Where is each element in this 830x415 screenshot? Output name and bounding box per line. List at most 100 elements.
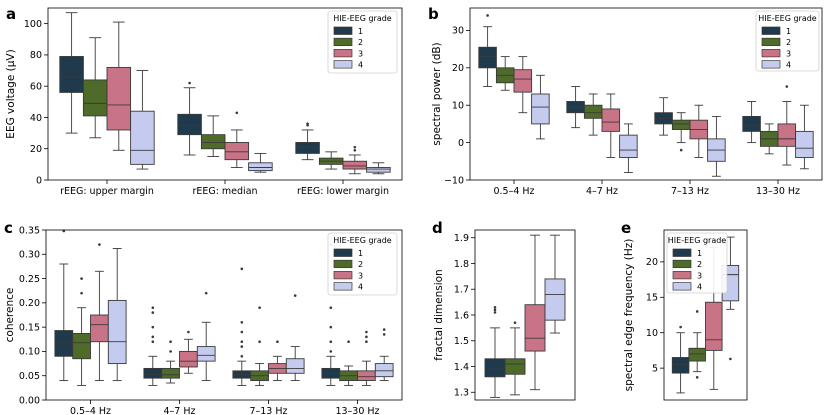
y-tick-label: 0.00 — [19, 395, 40, 406]
outlier-point — [98, 243, 101, 246]
legend-swatch-1 — [672, 248, 692, 257]
x-tick-label: rEEG: median — [192, 186, 257, 197]
outlier-point — [293, 294, 297, 297]
iqr-box — [357, 370, 376, 382]
outlier-point — [240, 267, 244, 271]
box-a-cat2-grade3 — [342, 145, 368, 175]
y-tick-label: 0 — [36, 175, 42, 186]
axes-frame — [469, 7, 823, 181]
y-axis-title: fractal dimension — [433, 269, 445, 360]
iqr-box — [777, 123, 797, 147]
y-tick-label: −10 — [444, 175, 464, 186]
axes-frame — [47, 7, 403, 181]
panel-letter-d: d — [432, 219, 443, 237]
box-a-cat2-grade2 — [318, 151, 344, 170]
y-tick-label: 0.25 — [19, 274, 40, 285]
outlier-point — [695, 376, 699, 379]
outlier-point — [258, 306, 261, 310]
box-b-cat0-grade4 — [531, 74, 550, 140]
legend-label-3: 3 — [358, 49, 363, 58]
box-b-cat3-grade3 — [777, 85, 797, 166]
outlier-point — [329, 340, 333, 344]
outlier-point — [493, 305, 497, 309]
box-a-cat0-grade3 — [106, 21, 132, 151]
box-d-cat0-grade2 — [504, 321, 526, 396]
box-a-cat0-grade2 — [82, 37, 108, 139]
outlier-point — [329, 350, 333, 353]
y-tick-label: 1.3 — [454, 388, 469, 399]
legend-label-1: 1 — [358, 249, 363, 258]
box-e-cat0-grade2 — [688, 310, 706, 379]
legend-label-3: 3 — [697, 271, 702, 280]
axes-frame — [663, 229, 748, 401]
box-c-cat1-grade1 — [143, 306, 163, 386]
iqr-box — [742, 115, 761, 132]
outlier-point — [240, 330, 244, 334]
y-tick-label: 20 — [30, 144, 42, 155]
outlier-point — [347, 340, 350, 344]
y-axis-title: spectral power (dB) — [431, 42, 443, 145]
box-c-cat0-grade1 — [54, 229, 74, 382]
outlier-point — [187, 330, 190, 334]
box-c-cat1-grade3 — [179, 330, 198, 374]
outlier-point — [169, 340, 172, 344]
y-tick-label: 0.35 — [19, 225, 40, 236]
box-b-cat1-grade4 — [619, 123, 638, 173]
box-b-cat2-grade3 — [689, 104, 709, 159]
y-tick-label: 1.4 — [454, 362, 469, 373]
x-tick-label: rEEG: lower margin — [297, 186, 389, 197]
outlier-point — [240, 340, 244, 344]
iqr-box — [671, 119, 691, 130]
box-a-cat1-grade4 — [248, 152, 273, 173]
iqr-box — [524, 304, 546, 352]
box-c-cat3-grade2 — [339, 340, 358, 386]
x-tick-label: 13–30 Hz — [335, 406, 379, 415]
iqr-box — [583, 104, 603, 119]
y-tick-label: 20 — [646, 257, 658, 268]
legend-label-2: 2 — [697, 260, 702, 269]
legend-label-4: 4 — [358, 61, 363, 70]
outlier-point — [329, 306, 333, 310]
iqr-box — [161, 367, 180, 379]
y-tick-label: 0 — [458, 138, 464, 149]
box-c-cat1-grade4 — [196, 291, 216, 382]
legend-swatch-4 — [333, 282, 353, 291]
outlier-point — [80, 277, 83, 280]
box-b-cat2-grade2 — [671, 112, 691, 152]
y-tick-label: 1.8 — [454, 259, 469, 270]
outlier-point — [151, 335, 155, 339]
box-a-cat1-grade2 — [200, 115, 226, 157]
iqr-box — [82, 79, 108, 117]
legend-frame — [327, 232, 398, 296]
box-c-cat1-grade2 — [161, 340, 180, 384]
x-tick-label: 0.5–4 Hz — [493, 186, 534, 197]
panel-d: d fractal dimension 1.3 1.4 1.5 1.6 1.7 1.8 1.9 — [432, 219, 576, 401]
outlier-point — [151, 306, 155, 310]
outlier-point — [513, 321, 517, 325]
iqr-box — [72, 333, 91, 360]
axes-frame — [474, 229, 576, 401]
outlier-point — [353, 148, 357, 152]
box-b-cat3-grade4 — [795, 104, 814, 170]
x-tick-label: 7–13 Hz — [249, 406, 287, 415]
iqr-box — [671, 357, 690, 374]
panel-c: c coherence 0.00 0.05 0.10 0.15 0.20 0.25 0.30 0.… — [4, 219, 403, 415]
panel-letter-e: e — [621, 219, 631, 237]
iqr-box — [366, 167, 391, 173]
panel-letter-c: c — [4, 219, 13, 237]
iqr-box — [179, 350, 198, 368]
outlier-point — [169, 350, 172, 353]
outlier-point — [679, 325, 682, 329]
iqr-box — [54, 330, 74, 357]
iqr-box — [544, 278, 566, 321]
box-a-cat1-grade3 — [224, 111, 250, 168]
x-tick-label: rEEG: upper margin — [60, 186, 154, 197]
outlier-point — [785, 85, 789, 88]
outlier-point — [240, 345, 244, 348]
y-tick-label: 1.6 — [454, 310, 469, 321]
outlier-point — [365, 335, 368, 339]
y-axis-title: coherence — [4, 288, 16, 343]
legend-title: HIE-EEG grade — [333, 14, 392, 23]
iqr-box — [130, 110, 155, 165]
legend-swatch-1 — [333, 26, 353, 35]
